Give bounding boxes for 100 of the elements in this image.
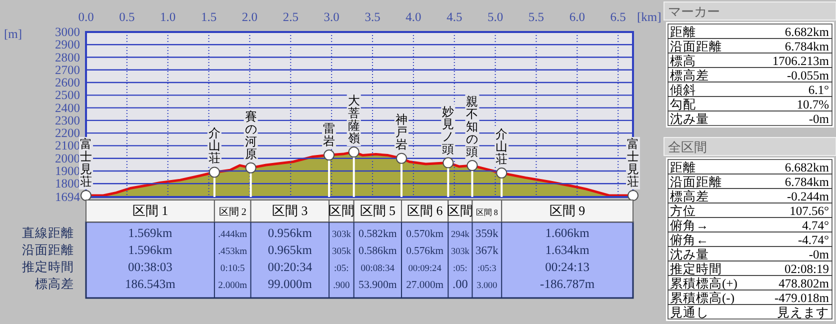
text: 0.570km (406, 229, 444, 240)
y-tick-label: 1900 (55, 164, 80, 178)
annotation: 介山荘 (496, 126, 508, 166)
y-tick-label: 2700 (55, 62, 80, 77)
text: .453km (218, 246, 248, 257)
category-label: 沿面距離 (670, 40, 722, 54)
text: 00:09:24 (408, 264, 442, 274)
category-label: 区間 9 (549, 203, 586, 218)
annotation: 介山荘 (208, 126, 220, 166)
category-label: 沈み量 (670, 248, 709, 262)
x-tick-label: 4.0 (406, 10, 422, 24)
annotation: 妙見ノ頭 (442, 104, 454, 156)
text: 0.965km (268, 243, 312, 257)
y-tick-label: 2500 (55, 88, 80, 102)
text: 6.784km (784, 175, 829, 189)
text: 6.682km (784, 160, 829, 174)
category-label: 標高差 (670, 190, 709, 204)
x-tick-label: 6.0 (569, 10, 585, 24)
y-tick-label: 2400 (55, 100, 80, 115)
annotation: 富士見荘 (627, 136, 639, 188)
x-tick-label: 3.0 (324, 10, 340, 24)
text: 305k (332, 247, 351, 257)
category-label: 沈み量 (670, 112, 709, 126)
text: 478.802m (778, 276, 829, 290)
text: -4.74° (798, 233, 829, 247)
text: .444km (218, 229, 248, 240)
category-label: 区間 2 (218, 207, 246, 218)
category-label: 距離 (670, 160, 696, 174)
y-axis-title: [m] (4, 27, 22, 41)
x-axis-title: [km] (637, 10, 662, 24)
text: .00 (452, 277, 468, 291)
category-label: 区間 1 (132, 203, 168, 218)
text: 見えます (777, 306, 829, 320)
text: -479.018m (774, 291, 829, 305)
y-tick-label: 2100 (55, 138, 80, 153)
text: 53.900m (358, 279, 397, 291)
x-tick-label: 0.5 (119, 10, 135, 24)
category-label: 区間 5 (360, 203, 396, 218)
category-label: 直線距離 (22, 226, 74, 240)
category-label: 沿面距離 (22, 243, 74, 257)
text: 00:38:03 (128, 260, 172, 274)
text: 303k (332, 230, 351, 240)
x-tick-label: 5.0 (487, 10, 504, 24)
annotation: 親不知の頭 (466, 94, 478, 159)
y-tick-label: 1800 (55, 176, 80, 191)
text: :05: (334, 264, 349, 274)
text: -0.055m (786, 68, 829, 82)
text: -186.787m (540, 277, 595, 291)
y-tick-label: 2300 (55, 113, 80, 128)
text: 00:20:34 (268, 260, 312, 274)
text: 3.000 (476, 280, 498, 290)
text: -0.244m (786, 190, 829, 204)
text: :05: (453, 263, 468, 273)
text: 1706.213m (772, 54, 829, 68)
text: 10.7% (796, 98, 829, 112)
category-label: 標高差 (670, 68, 709, 82)
text: 359k (476, 228, 498, 240)
text: 6.682km (784, 25, 829, 39)
text: .900 (333, 281, 350, 291)
category-label: 方位 (670, 204, 696, 218)
x-tick-label: 0.0 (78, 10, 94, 24)
text: 294k (451, 229, 470, 239)
text: 0.576km (406, 246, 444, 257)
category-label: 累積標高(-) (670, 291, 734, 305)
x-tick-label: 2.0 (242, 10, 258, 24)
category-label: 俯角← (670, 233, 708, 247)
annotation: 大菩薩嶺 (348, 94, 360, 146)
text: 1.596km (128, 243, 172, 257)
text: 0.586km (358, 245, 397, 257)
x-tick-label: 1.0 (160, 10, 176, 24)
text: 1.634km (545, 243, 590, 257)
text: 00:24:13 (545, 260, 590, 274)
text: 0.582km (358, 228, 397, 240)
category-label: 標高差 (35, 277, 74, 291)
y-tick-label: 2000 (55, 151, 80, 166)
category-label: 俯角→ (670, 218, 708, 232)
text: マーカー (668, 4, 720, 19)
text: 00:08:34 (360, 264, 395, 274)
category-label: 標高 (670, 54, 696, 68)
text: 2.000m (218, 280, 248, 291)
y-tick-label: 3000 (55, 25, 80, 39)
category-label: 見通し (670, 306, 709, 320)
text: 107.56° (790, 204, 829, 218)
category-label: 区間 6 (406, 203, 444, 218)
category-label: 推定時間 (22, 260, 74, 274)
annotation: 雷岩 (323, 122, 336, 148)
annotation: 富士見荘 (80, 136, 92, 188)
category-label: 勾配 (670, 98, 696, 112)
text: 6.1° (808, 83, 829, 97)
category-label: 沿面距離 (670, 175, 722, 189)
text: :05:3 (478, 263, 496, 273)
text: 1.606km (545, 226, 590, 240)
category-label: 区間 3 (272, 203, 308, 218)
text: 6.784km (784, 40, 829, 54)
text: 全区間 (668, 140, 707, 154)
text: 4.74° (802, 218, 829, 232)
text: 0:10:5 (220, 263, 245, 274)
category-label: 累積標高(+) (670, 276, 738, 290)
text: 1.569km (128, 226, 172, 240)
text: 186.543m (125, 277, 176, 291)
